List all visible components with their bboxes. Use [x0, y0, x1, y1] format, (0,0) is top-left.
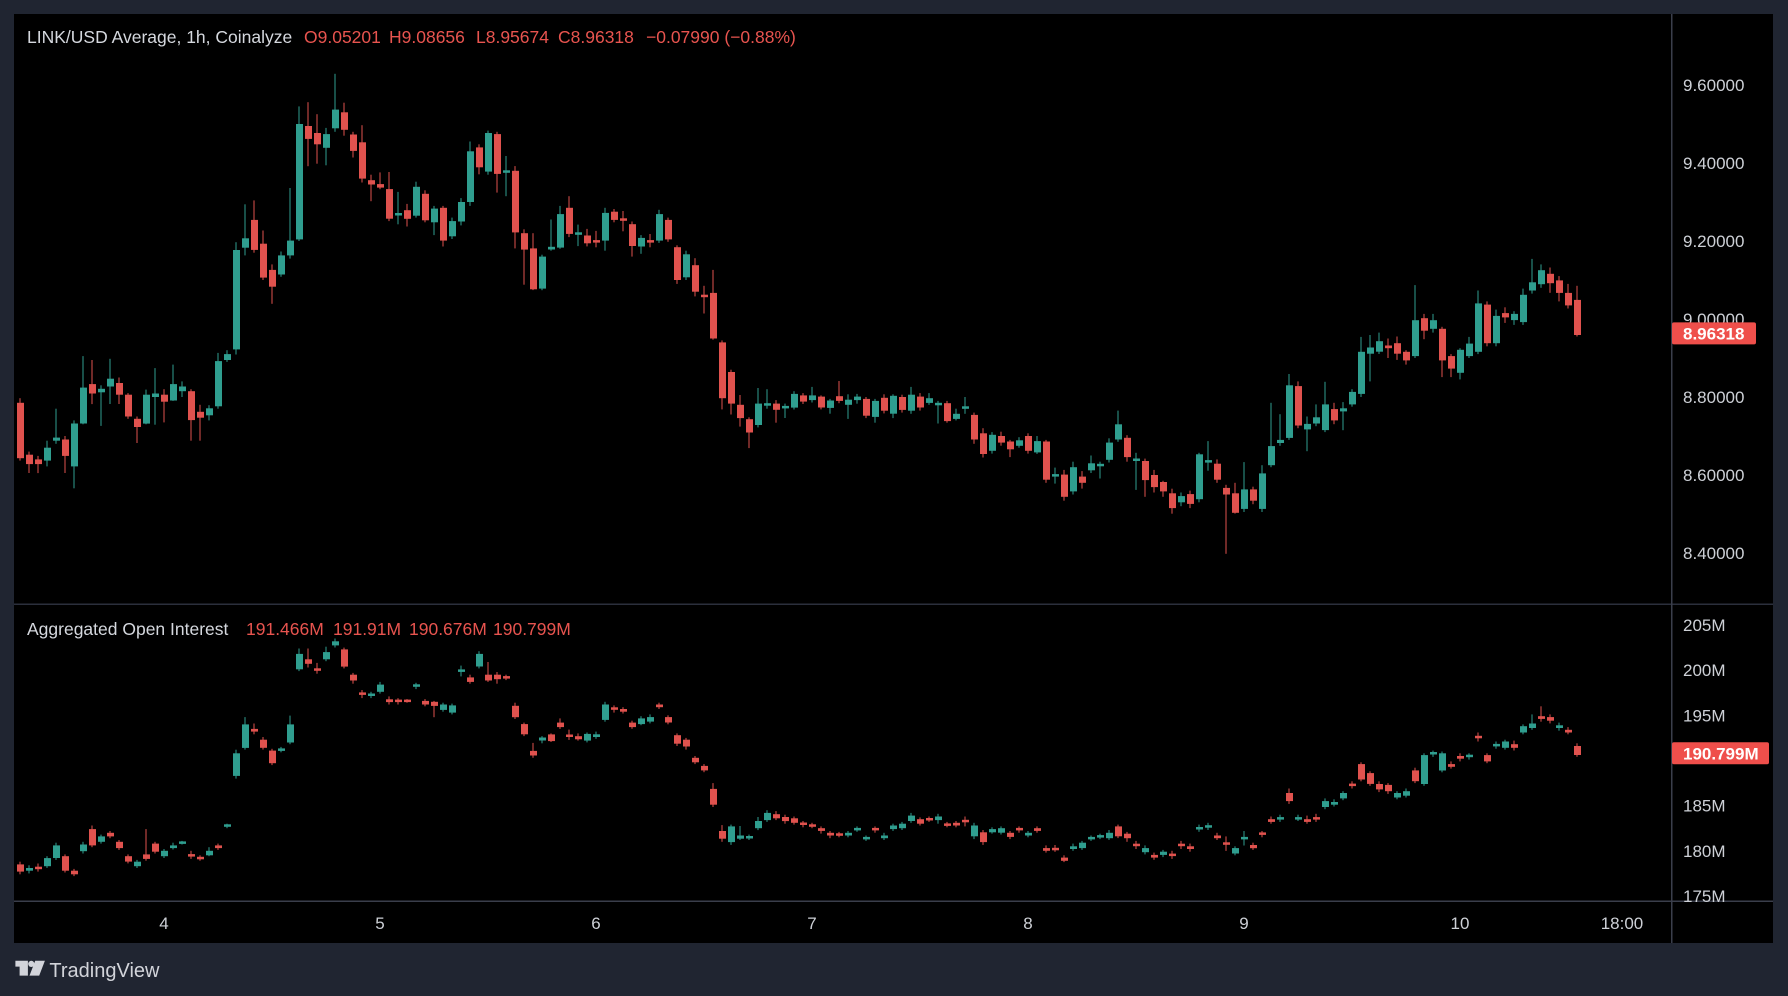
svg-text:9.40000: 9.40000	[1683, 154, 1744, 173]
svg-text:LINK/USD Average, 1h, Coinalyz: LINK/USD Average, 1h, Coinalyze	[27, 27, 292, 47]
svg-text:190.676M: 190.676M	[409, 619, 487, 639]
svg-text:C8.96318: C8.96318	[558, 27, 634, 47]
svg-text:O9.05201: O9.05201	[304, 27, 381, 47]
svg-text:200M: 200M	[1683, 661, 1726, 680]
svg-text:L8.95674: L8.95674	[476, 27, 549, 47]
svg-text:190.799M: 190.799M	[1683, 744, 1759, 763]
svg-text:7: 7	[807, 914, 816, 933]
svg-text:9: 9	[1239, 914, 1248, 933]
svg-text:8.40000: 8.40000	[1683, 544, 1744, 563]
svg-text:8.96318: 8.96318	[1683, 324, 1744, 343]
svg-text:8.60000: 8.60000	[1683, 466, 1744, 485]
svg-text:8.80000: 8.80000	[1683, 388, 1744, 407]
svg-text:10: 10	[1451, 914, 1470, 933]
svg-text:Aggregated Open Interest: Aggregated Open Interest	[27, 619, 229, 639]
svg-text:9.60000: 9.60000	[1683, 76, 1744, 95]
svg-text:9.20000: 9.20000	[1683, 232, 1744, 251]
svg-text:18:00: 18:00	[1601, 914, 1644, 933]
svg-text:191.466M: 191.466M	[246, 619, 324, 639]
svg-text:4: 4	[159, 914, 168, 933]
svg-text:185M: 185M	[1683, 797, 1726, 816]
svg-text:180M: 180M	[1683, 842, 1726, 861]
svg-text:205M: 205M	[1683, 616, 1726, 635]
svg-text:175M: 175M	[1683, 887, 1726, 906]
svg-text:−0.07990 (−0.88%): −0.07990 (−0.88%)	[646, 27, 796, 47]
svg-text:6: 6	[591, 914, 600, 933]
svg-text:5: 5	[375, 914, 384, 933]
svg-text:8: 8	[1023, 914, 1032, 933]
svg-text:H9.08656: H9.08656	[389, 27, 465, 47]
svg-text:191.91M: 191.91M	[333, 619, 401, 639]
svg-text:TradingView: TradingView	[49, 960, 160, 982]
svg-text:190.799M: 190.799M	[493, 619, 571, 639]
svg-text:195M: 195M	[1683, 706, 1726, 725]
